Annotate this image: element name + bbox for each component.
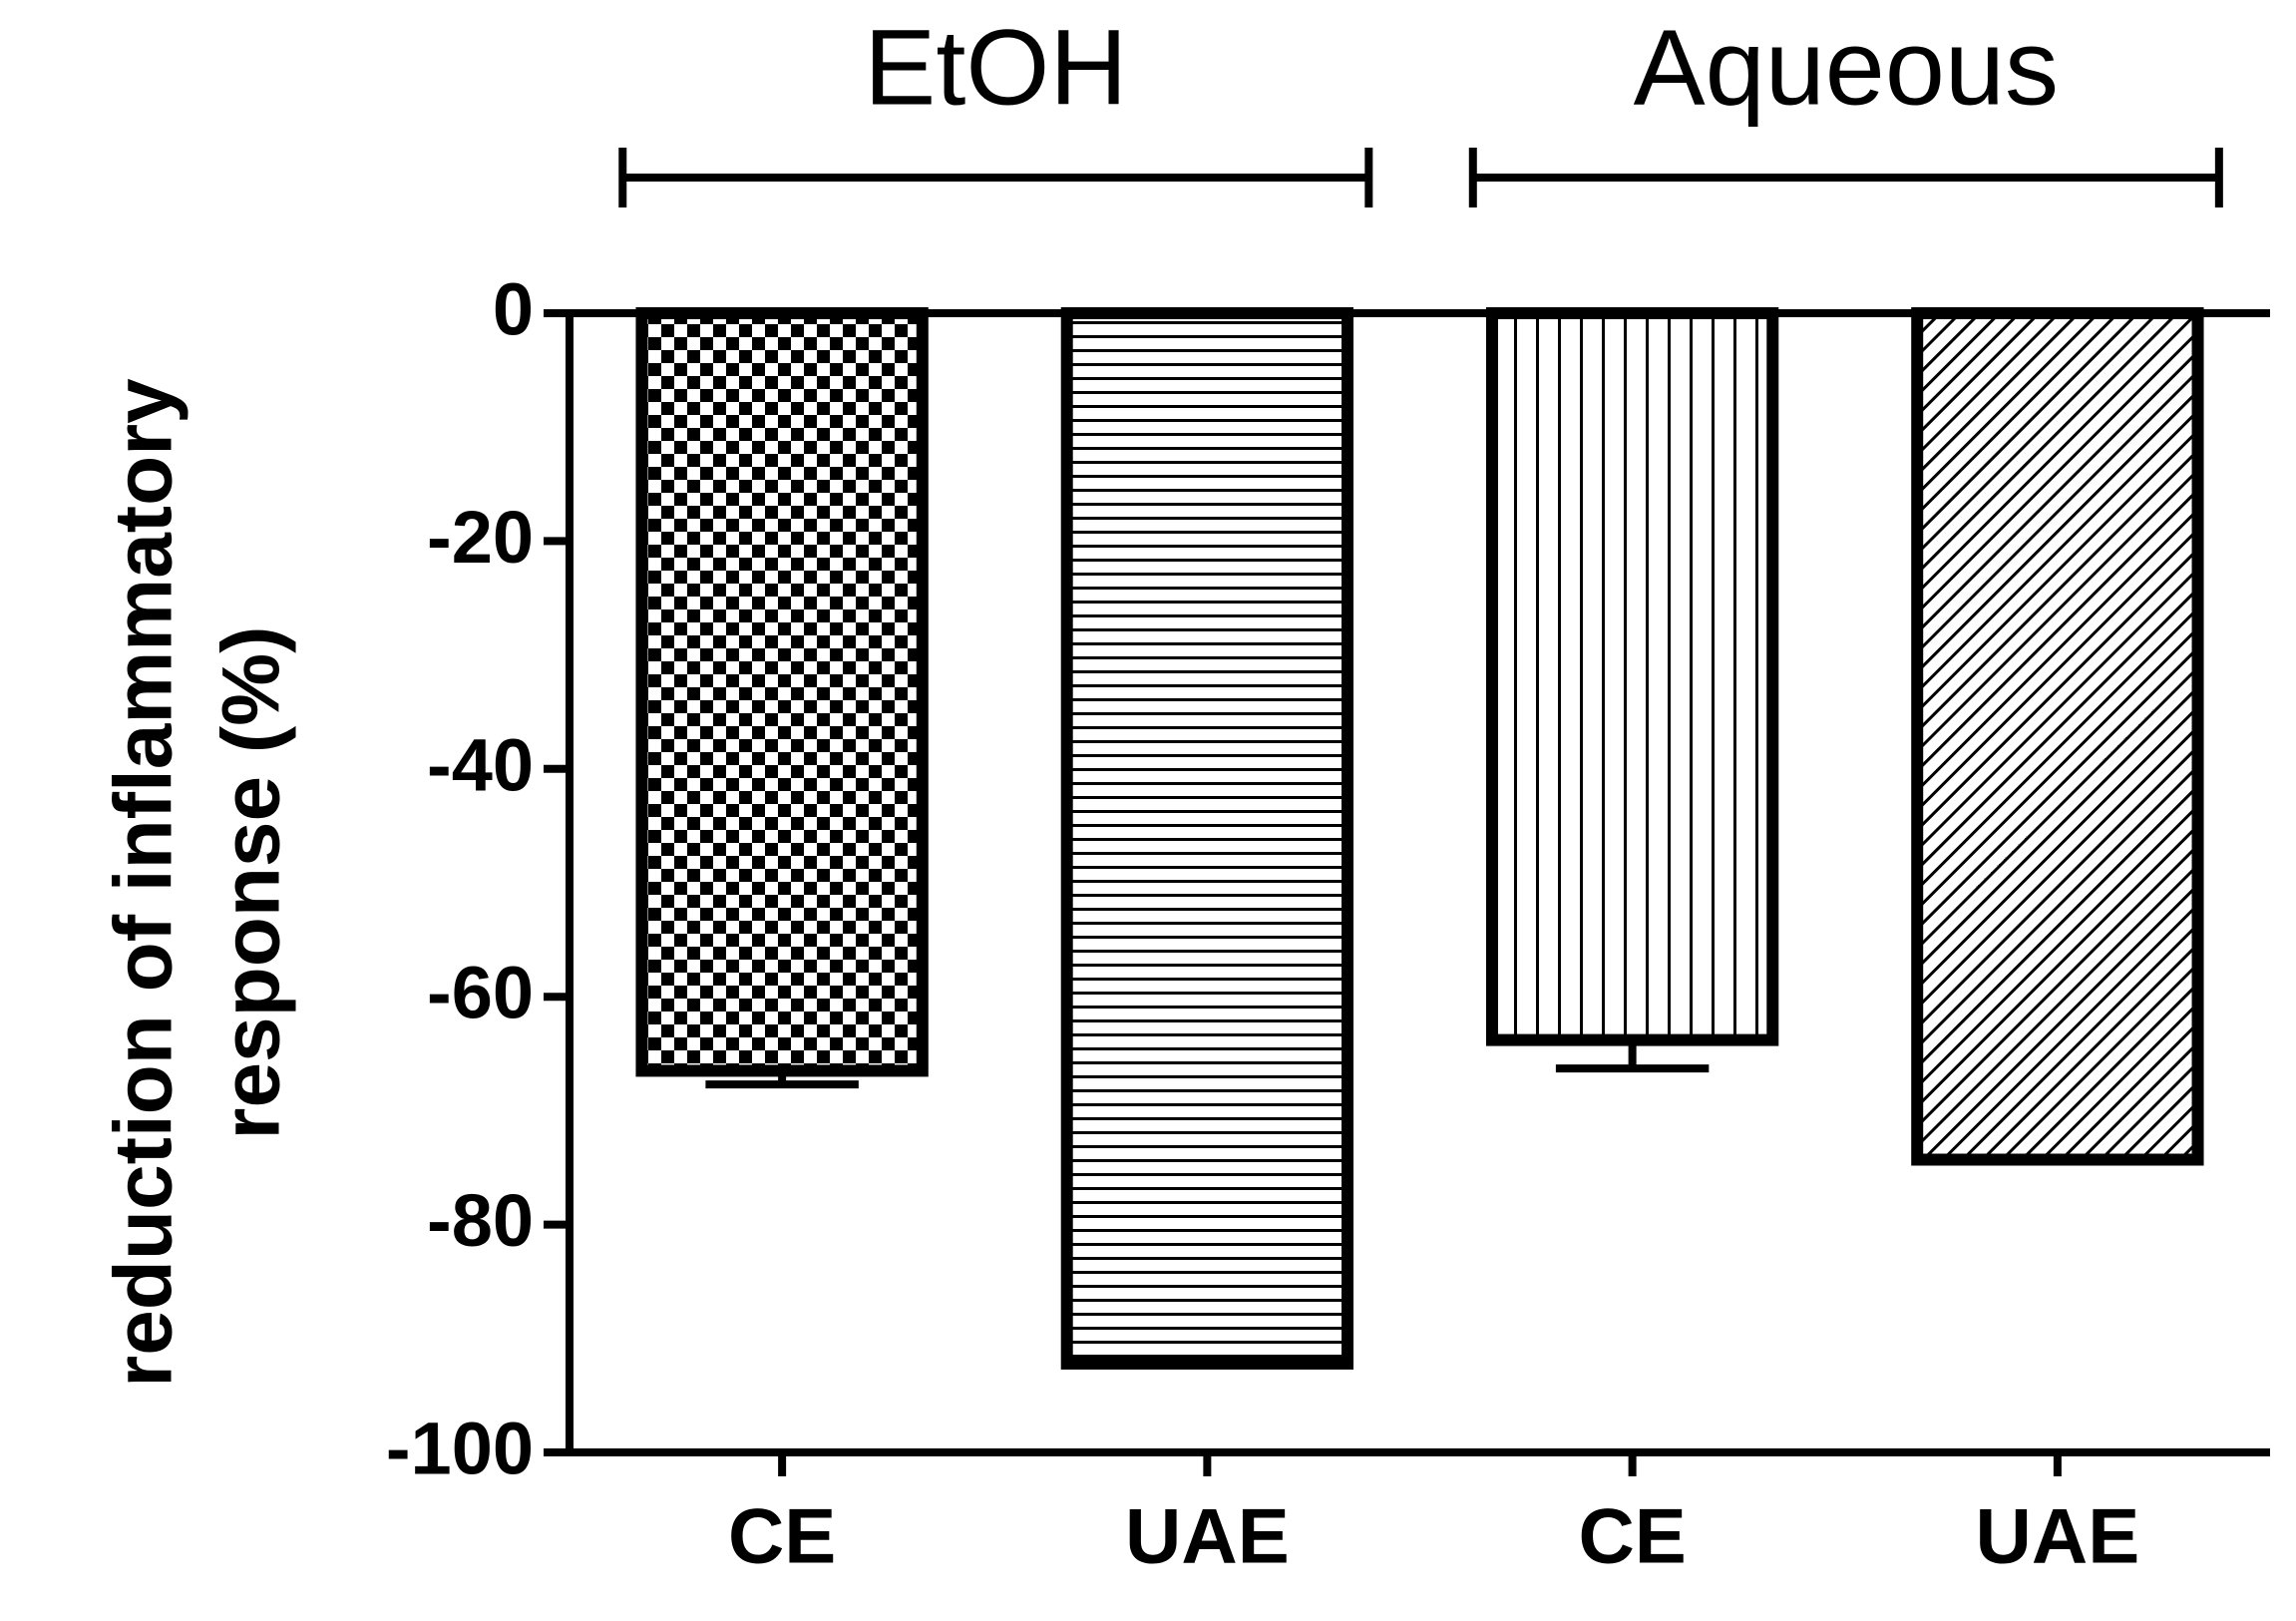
bar [1060, 307, 1354, 1370]
x-tick-label: UAE [1976, 1492, 2140, 1580]
group-label: EtOH [864, 7, 1127, 128]
bar [1911, 307, 2204, 1166]
x-tick-label: CE [1578, 1492, 1686, 1580]
y-tick-label: -60 [427, 952, 534, 1034]
bar [635, 307, 929, 1077]
y-axis-label-line: response (%) [206, 626, 297, 1140]
y-axis-label-line: reduction of inflammatory [99, 378, 190, 1388]
y-tick-label: -20 [427, 496, 534, 579]
y-tick-label: -80 [427, 1179, 534, 1262]
y-axis-label: reduction of inflammatory response (%) [99, 378, 297, 1388]
x-tick-label: UAE [1125, 1492, 1290, 1580]
bar [1485, 307, 1779, 1046]
y-tick-label: 0 [493, 268, 534, 351]
x-tick-label: CE [728, 1492, 836, 1580]
group-label: Aqueous [1634, 7, 2059, 128]
y-tick-label: -100 [386, 1408, 534, 1490]
y-tick-label: -40 [427, 723, 534, 806]
